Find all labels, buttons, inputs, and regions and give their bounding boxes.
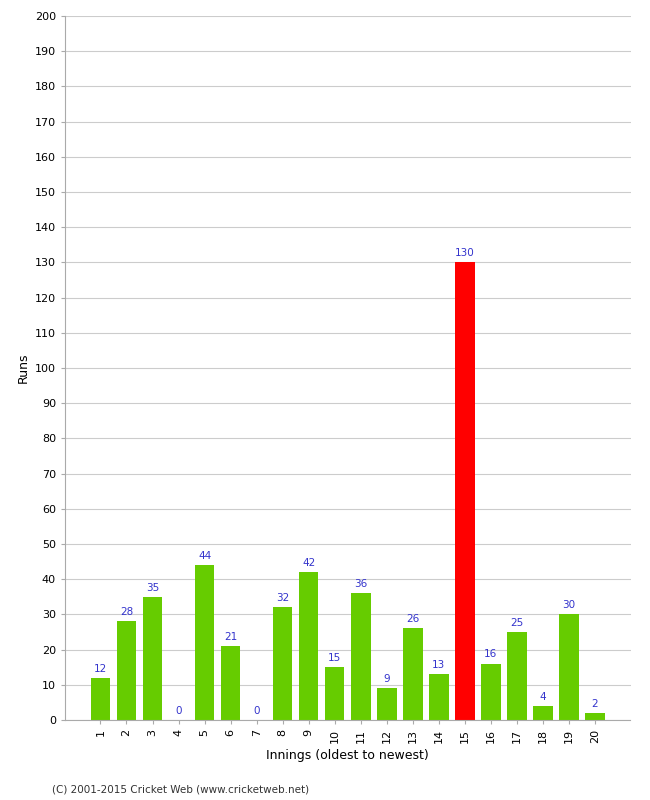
Bar — [351, 594, 370, 720]
Bar — [299, 572, 318, 720]
Bar — [429, 674, 448, 720]
Text: 12: 12 — [94, 663, 107, 674]
Text: 28: 28 — [120, 607, 133, 618]
Text: 16: 16 — [484, 650, 497, 659]
Text: 130: 130 — [455, 248, 474, 258]
Text: 13: 13 — [432, 660, 445, 670]
Text: (C) 2001-2015 Cricket Web (www.cricketweb.net): (C) 2001-2015 Cricket Web (www.cricketwe… — [52, 784, 309, 794]
Text: 42: 42 — [302, 558, 315, 568]
Bar — [91, 678, 111, 720]
Bar — [143, 597, 162, 720]
Text: 36: 36 — [354, 579, 367, 589]
Bar — [585, 713, 604, 720]
Text: 32: 32 — [276, 593, 289, 603]
Bar — [533, 706, 552, 720]
Bar — [195, 565, 215, 720]
Text: 35: 35 — [146, 582, 159, 593]
Bar — [221, 646, 240, 720]
Text: 9: 9 — [384, 674, 390, 684]
Bar — [403, 629, 422, 720]
Text: 30: 30 — [562, 600, 575, 610]
Bar — [325, 667, 344, 720]
Text: 0: 0 — [254, 706, 260, 716]
X-axis label: Innings (oldest to newest): Innings (oldest to newest) — [266, 749, 429, 762]
Text: 21: 21 — [224, 632, 237, 642]
Text: 25: 25 — [510, 618, 523, 628]
Bar — [273, 607, 292, 720]
Text: 26: 26 — [406, 614, 419, 624]
Y-axis label: Runs: Runs — [16, 353, 29, 383]
Text: 0: 0 — [176, 706, 182, 716]
Bar — [117, 622, 136, 720]
Bar — [377, 688, 396, 720]
Bar — [507, 632, 526, 720]
Text: 44: 44 — [198, 551, 211, 561]
Bar — [455, 262, 474, 720]
Text: 4: 4 — [540, 692, 546, 702]
Text: 2: 2 — [592, 698, 599, 709]
Bar — [559, 614, 578, 720]
Text: 15: 15 — [328, 653, 341, 663]
Bar — [481, 664, 500, 720]
